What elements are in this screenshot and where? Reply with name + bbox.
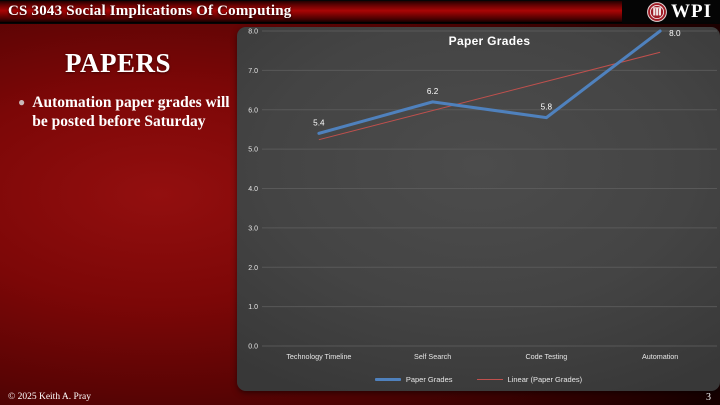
legend-line-swatch-red (476, 378, 503, 381)
data-label: 6.2 (427, 87, 439, 96)
y-axis-tick-label: 6.0 (248, 107, 258, 114)
data-label: 8.0 (669, 29, 681, 38)
header-ribbon: CS 3043 Social Implications Of Computing (0, 1, 622, 23)
y-axis-tick-label: 2.0 (248, 265, 258, 272)
bullet-text: Automation paper grades will be posted b… (32, 94, 230, 130)
bullet-list: ● Automation paper grades will be posted… (0, 93, 236, 131)
legend-line-swatch-blue (374, 378, 401, 381)
wpi-seal-icon (647, 2, 667, 22)
y-axis-tick-label: 1.0 (248, 304, 258, 311)
page-number: 3 (706, 392, 711, 403)
legend-label: Linear (Paper Grades) (507, 375, 583, 384)
series-line-paper-grades (317, 29, 662, 135)
header-bar: CS 3043 Social Implications Of Computing… (0, 0, 720, 24)
y-axis-tick-label: 8.0 (248, 29, 258, 36)
y-axis-tick-label: 7.0 (248, 68, 258, 75)
x-axis-category-label: Automation (642, 352, 678, 361)
wpi-logo: WPI (647, 2, 712, 22)
x-axis-category-label: Code Testing (525, 352, 567, 361)
x-axis-category-label: Technology Timeline (286, 352, 351, 361)
chart-panel: 0.0 1.0 2.0 3.0 4.0 5.0 6.0 7.0 8.0 Technology Ti… (237, 27, 720, 391)
chart-legend: Paper Grades Linear (Paper Grades) (237, 375, 720, 384)
bullet-icon: ● (18, 95, 26, 109)
chart-title: Paper Grades (448, 34, 531, 48)
legend-item-linear: Linear (Paper Grades) (476, 375, 583, 384)
footer-bar: © 2025 Keith A. Pray 3 (0, 391, 720, 405)
course-title: CS 3043 Social Implications Of Computing (8, 3, 292, 19)
left-panel: PAPERS ● Automation paper grades will be… (0, 24, 236, 392)
y-axis-tick-label: 4.0 (248, 186, 258, 193)
copyright: © 2025 Keith A. Pray (8, 392, 91, 402)
trendline-linear (318, 51, 661, 141)
y-axis-tick-label: 3.0 (248, 225, 258, 232)
data-label: 5.4 (313, 118, 325, 127)
legend-item-paper-grades: Paper Grades (374, 375, 453, 384)
data-label: 5.8 (541, 103, 553, 112)
x-axis-category-label: Self Search (414, 352, 451, 361)
y-axis-tick-label: 5.0 (248, 147, 258, 154)
legend-label: Paper Grades (405, 375, 453, 384)
slide-title: PAPERS (64, 48, 171, 78)
line-chart: 0.0 1.0 2.0 3.0 4.0 5.0 6.0 7.0 8.0 Technology Ti… (248, 29, 717, 361)
list-item: ● Automation paper grades will be posted… (18, 93, 230, 131)
wpi-logo-text: WPI (671, 1, 712, 22)
y-axis-tick-label: 0.0 (248, 344, 258, 351)
